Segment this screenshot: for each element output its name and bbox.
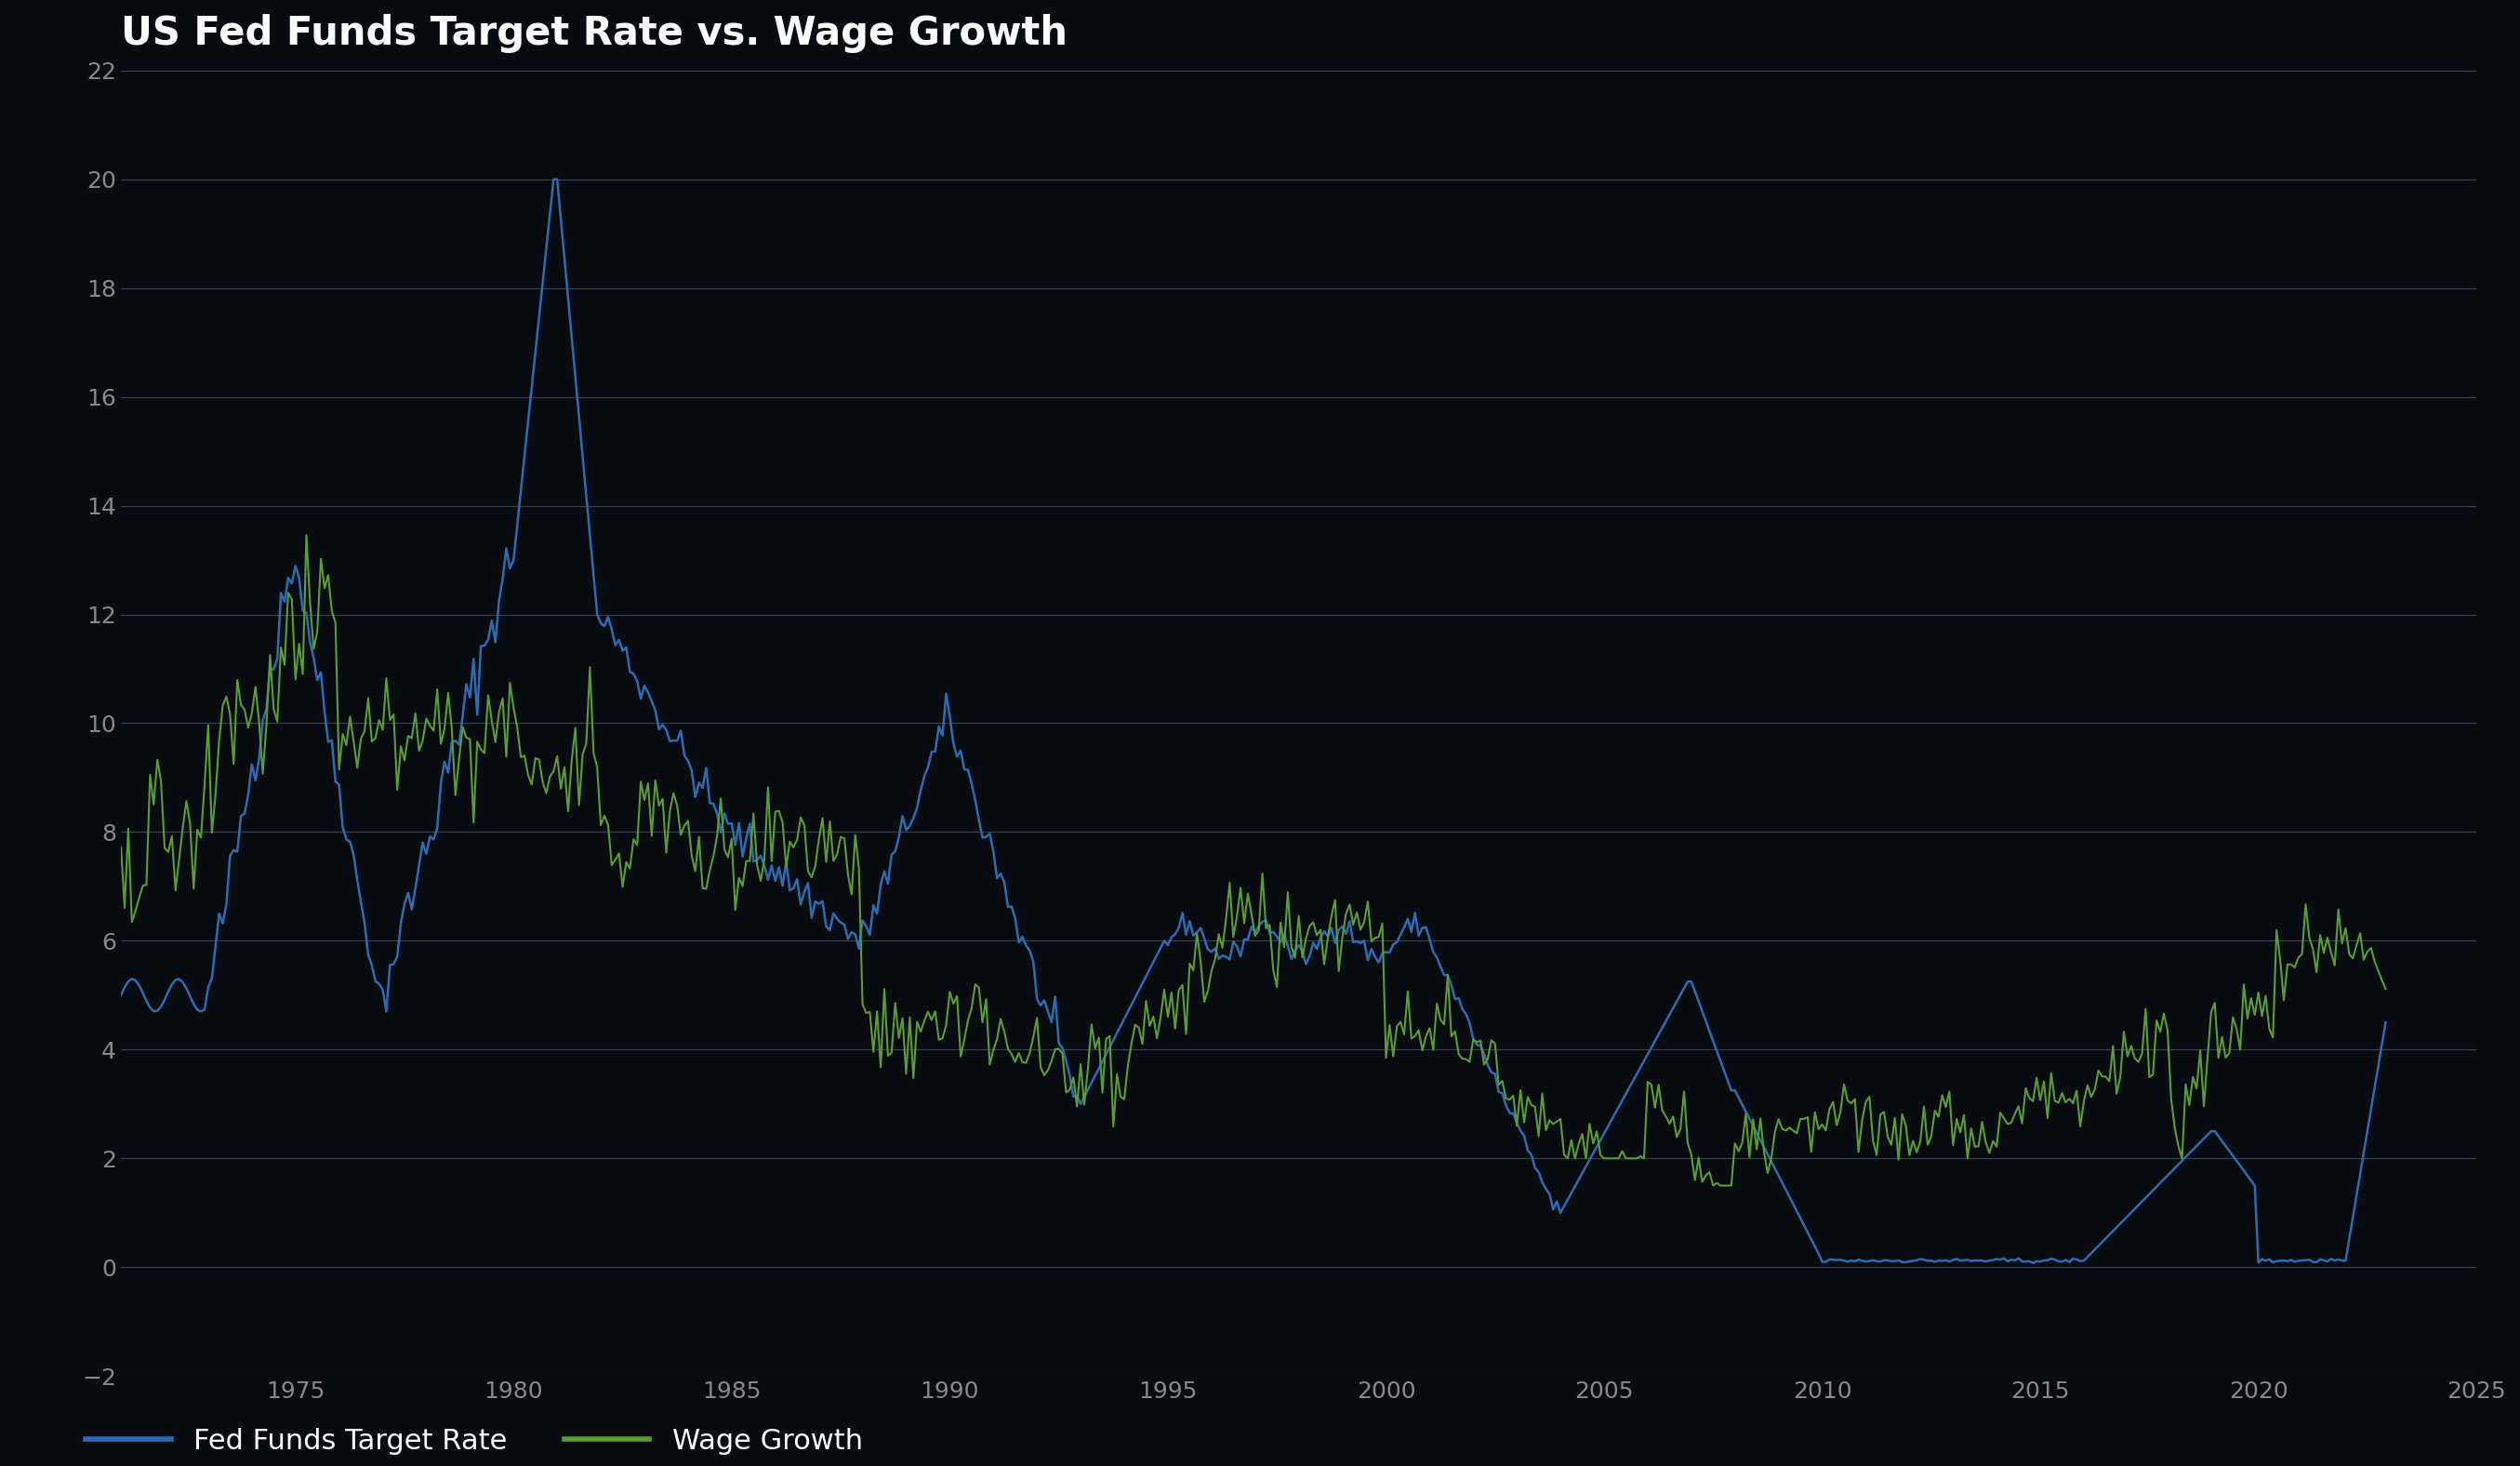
Wage Growth xyxy=(2250,987,2281,1004)
Wage Growth xyxy=(106,839,136,856)
Line: Fed Funds Target Rate: Fed Funds Target Rate xyxy=(121,179,2386,1262)
Fed Funds Target Rate xyxy=(905,781,935,799)
Legend: Fed Funds Target Rate, Wage Growth: Fed Funds Target Rate, Wage Growth xyxy=(73,1416,874,1466)
Fed Funds Target Rate xyxy=(814,922,844,940)
Wage Growth xyxy=(814,812,844,830)
Wage Growth xyxy=(905,1023,935,1041)
Fed Funds Target Rate xyxy=(539,170,570,188)
Wage Growth xyxy=(1698,1177,1729,1195)
Fed Funds Target Rate xyxy=(1018,953,1048,970)
Text: US Fed Funds Target Rate vs. Wage Growth: US Fed Funds Target Rate vs. Wage Growth xyxy=(121,15,1068,53)
Fed Funds Target Rate xyxy=(2019,1253,2049,1271)
Wage Growth xyxy=(2371,981,2402,998)
Fed Funds Target Rate xyxy=(2250,1252,2281,1270)
Fed Funds Target Rate xyxy=(106,987,136,1004)
Wage Growth xyxy=(1205,925,1235,943)
Fed Funds Target Rate xyxy=(2371,1013,2402,1031)
Wage Growth xyxy=(227,696,257,714)
Wage Growth xyxy=(1018,1028,1048,1045)
Line: Wage Growth: Wage Growth xyxy=(121,535,2386,1186)
Fed Funds Target Rate xyxy=(1205,950,1235,968)
Wage Growth xyxy=(292,526,323,544)
Fed Funds Target Rate xyxy=(227,808,257,825)
